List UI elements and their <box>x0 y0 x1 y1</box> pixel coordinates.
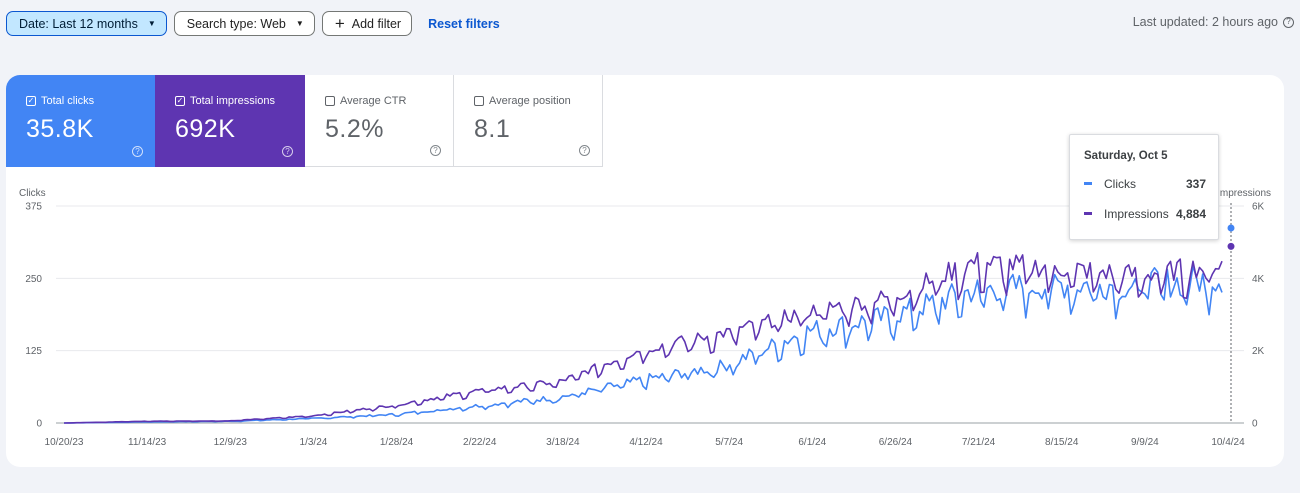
tooltip-label: Impressions <box>1104 206 1169 221</box>
chart-lines <box>63 252 1223 424</box>
left-axis-label: Clicks <box>19 188 46 199</box>
plus-icon: + <box>334 14 345 33</box>
performance-chart[interactable]: Clicks Impressions 0 0 125 2K 250 4K 375 6K 10/… <box>6 75 1284 467</box>
last-updated-text: Last updated: 2 hours ago <box>1132 15 1278 29</box>
checkbox-checked-icon: ✓ <box>26 96 36 106</box>
performance-card: ✓ Total clicks 35.8K ? ✓ Total impressions… <box>6 75 1284 467</box>
x-tick-label: 9/9/24 <box>1131 437 1159 448</box>
x-tick-label: 4/12/24 <box>629 437 663 448</box>
metric-value: 692K <box>175 115 236 143</box>
metric-label: Average CTR <box>340 95 407 107</box>
series-line-clicks <box>64 265 1223 424</box>
search-type-chip[interactable]: Search type: Web ▼ <box>173 11 315 36</box>
x-tick-label: 12/9/23 <box>214 437 248 448</box>
right-tick-label: 4K <box>1252 274 1265 285</box>
hover-point-clicks <box>1227 224 1235 232</box>
right-tick-label: 2K <box>1252 346 1265 357</box>
x-tick-label: 6/26/24 <box>879 437 913 448</box>
chart-tooltip: Saturday, Oct 5 Clicks 337 Impressions 4… <box>1069 134 1219 240</box>
add-filter-label: Add filter <box>351 16 402 31</box>
x-tick-label: 7/21/24 <box>962 437 996 448</box>
metric-label: Total impressions <box>190 95 275 107</box>
y-axis-ticks: 0 0 125 2K 250 4K 375 6K <box>25 202 1264 430</box>
right-tick-label: 6K <box>1252 202 1265 213</box>
metric-value: 8.1 <box>474 115 511 143</box>
metric-label: Total clicks <box>41 95 95 107</box>
clicks-swatch <box>1084 182 1092 185</box>
filter-bar: Date: Last 12 months ▼ Search type: Web … <box>6 10 500 37</box>
left-tick-label: 0 <box>36 419 42 430</box>
caret-down-icon: ▼ <box>147 19 156 28</box>
search-type-label: Search type: Web <box>186 16 286 31</box>
x-axis-ticks: 10/20/23 11/14/23 12/9/23 1/3/24 1/28/24 2/22… <box>45 437 1246 448</box>
caret-down-icon: ▼ <box>295 19 304 28</box>
metric-label: Average position <box>489 95 571 107</box>
left-tick-label: 375 <box>25 202 42 213</box>
metric-value: 5.2% <box>325 115 384 143</box>
tooltip-date: Saturday, Oct 5 <box>1084 150 1168 162</box>
right-tick-label: 0 <box>1252 419 1258 430</box>
chart-gridlines <box>56 205 1244 424</box>
tooltip-value: 337 <box>1185 176 1206 191</box>
x-tick-label: 10/20/23 <box>45 437 84 448</box>
x-tick-label: 10/4/24 <box>1211 437 1245 448</box>
metric-total-impressions[interactable]: ✓ Total impressions 692K ? <box>155 75 305 167</box>
right-axis-label: Impressions <box>1217 188 1271 199</box>
metric-tabs: ✓ Total clicks 35.8K ? ✓ Total impressions… <box>6 75 603 167</box>
x-tick-label: 3/18/24 <box>546 437 580 448</box>
metric-value: 35.8K <box>26 115 94 143</box>
reset-filters-link[interactable]: Reset filters <box>428 16 500 31</box>
tooltip-label: Clicks <box>1104 176 1136 191</box>
left-tick-label: 125 <box>25 346 42 357</box>
metric-average-ctr[interactable]: Average CTR 5.2% ? <box>305 75 454 167</box>
help-icon[interactable]: ? <box>282 146 293 157</box>
metric-average-position[interactable]: Average position 8.1 ? <box>454 75 603 167</box>
series-line-impressions <box>63 252 1223 424</box>
x-tick-label: 1/28/24 <box>380 437 414 448</box>
tooltip-row-clicks: Clicks 337 <box>1084 175 1218 192</box>
date-filter-chip[interactable]: Date: Last 12 months ▼ <box>6 11 167 36</box>
hover-marker <box>1227 203 1235 423</box>
x-tick-label: 6/1/24 <box>798 437 826 448</box>
help-icon[interactable]: ? <box>430 145 441 156</box>
impressions-swatch <box>1084 212 1092 215</box>
tooltip-row-impressions: Impressions 4,884 <box>1084 205 1218 222</box>
checkbox-unchecked-icon <box>325 96 335 106</box>
x-tick-label: 1/3/24 <box>300 437 328 448</box>
last-updated: Last updated: 2 hours ago ? <box>1133 15 1294 29</box>
x-tick-label: 5/7/24 <box>715 437 743 448</box>
add-filter-button[interactable]: + Add filter <box>321 11 413 36</box>
hover-point-impressions <box>1227 242 1235 250</box>
checkbox-unchecked-icon <box>474 96 484 106</box>
x-tick-label: 2/22/24 <box>463 437 497 448</box>
x-tick-label: 11/14/23 <box>128 437 167 448</box>
left-tick-label: 250 <box>25 274 42 285</box>
metric-total-clicks[interactable]: ✓ Total clicks 35.8K ? <box>6 75 155 167</box>
x-tick-label: 8/15/24 <box>1045 437 1079 448</box>
tooltip-value: 4,884 <box>1175 206 1206 221</box>
help-icon[interactable]: ? <box>132 146 143 157</box>
help-icon[interactable]: ? <box>1283 16 1294 28</box>
date-filter-label: Date: Last 12 months <box>19 16 138 31</box>
help-icon[interactable]: ? <box>579 145 590 156</box>
checkbox-checked-icon: ✓ <box>175 96 185 106</box>
